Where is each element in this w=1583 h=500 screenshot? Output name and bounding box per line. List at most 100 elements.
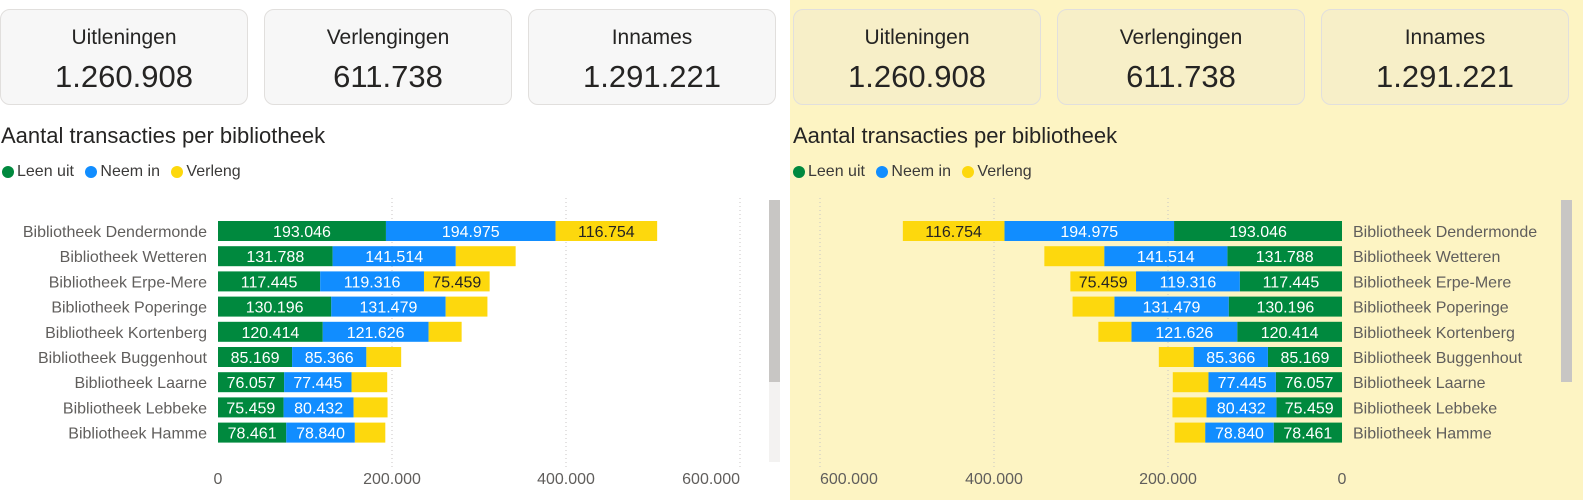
kpi-label: Verlengingen xyxy=(1119,26,1243,49)
bar-segment-verleng xyxy=(445,296,488,317)
category-label: Bibliotheek Poperinge xyxy=(51,300,207,317)
bar-segment-leen-uit xyxy=(218,221,386,241)
bar-segment-verleng xyxy=(1070,271,1137,292)
bar-segment-neem-in xyxy=(1114,296,1229,317)
bar-data-label: 76.057 xyxy=(227,375,276,392)
bar-data-label: 141.514 xyxy=(365,249,423,266)
kpi-card-verlengingen[interactable]: Verlengingen 611.738 xyxy=(264,9,512,105)
legend-item-neem-in[interactable]: Neem in xyxy=(876,163,951,181)
bar-data-label: 85.169 xyxy=(231,350,280,367)
bar-data-label: 80.432 xyxy=(294,400,343,417)
legend-item-verleng[interactable]: Verleng xyxy=(171,163,241,181)
axis-tick-label: 600.000 xyxy=(820,471,878,488)
legend-label: Leen uit xyxy=(17,163,74,180)
bar-segment-leen-uit xyxy=(218,271,321,292)
category-label: Bibliotheek Buggenhout xyxy=(38,350,208,367)
axis-tick-label: 400.000 xyxy=(537,471,595,488)
legend-dot-icon xyxy=(876,166,889,178)
kpi-label: Innames xyxy=(1404,26,1486,49)
bar-data-label: 78.840 xyxy=(1215,426,1264,443)
bar-segment-neem-in xyxy=(1205,422,1274,443)
category-label: Bibliotheek Hamme xyxy=(68,426,207,443)
legend-label: Neem in xyxy=(891,163,951,180)
bar-segment-verleng xyxy=(353,397,388,418)
bar-data-label: 75.459 xyxy=(432,274,481,291)
bar-data-label: 78.461 xyxy=(1283,426,1332,443)
legend-label: Verleng xyxy=(977,163,1032,180)
bar-segment-verleng xyxy=(555,221,658,241)
bar-segment-neem-in xyxy=(1136,271,1240,292)
bar-segment-verleng xyxy=(351,372,388,393)
bar-segment-neem-in xyxy=(286,422,355,443)
axis-tick-label: 0 xyxy=(214,471,223,488)
legend-label: Leen uit xyxy=(808,163,865,180)
legend-item-neem-in[interactable]: Neem in xyxy=(85,163,160,181)
bar-data-label: 130.196 xyxy=(1256,300,1314,317)
bar-data-label: 119.316 xyxy=(1160,274,1217,291)
bar-segment-verleng xyxy=(366,347,402,367)
bar-segment-verleng xyxy=(455,246,516,267)
bar-data-label: 117.445 xyxy=(1263,274,1320,291)
bar-data-label: 141.514 xyxy=(1137,249,1195,266)
bar-segment-leen-uit xyxy=(1227,246,1342,267)
bar-segment-verleng xyxy=(1072,296,1115,317)
bar-data-label: 75.459 xyxy=(1079,274,1128,291)
bar-segment-leen-uit xyxy=(218,347,293,367)
bar-data-label: 85.169 xyxy=(1280,350,1329,367)
kpi-value: 1.260.908 xyxy=(848,59,986,94)
category-label: Bibliotheek Erpe-Mere xyxy=(1353,274,1511,291)
bar-segment-leen-uit xyxy=(218,372,285,393)
bar-segment-leen-uit xyxy=(1273,422,1342,443)
bar-segment-neem-in xyxy=(320,271,424,292)
bar-data-label: 193.046 xyxy=(273,224,331,241)
bar-segment-leen-uit xyxy=(1276,397,1342,418)
legend-item-verleng[interactable]: Verleng xyxy=(962,163,1032,181)
legend-item-leen-uit[interactable]: Leen uit xyxy=(2,163,74,181)
category-label: Bibliotheek Lebbeke xyxy=(1353,400,1497,417)
bar-data-label: 131.479 xyxy=(1143,300,1201,317)
bar-data-label: 116.754 xyxy=(925,224,982,241)
bar-segment-verleng xyxy=(902,221,1005,241)
chart-title: Aantal transacties per bibliotheek xyxy=(1,123,326,148)
kpi-label: Uitleningen xyxy=(864,26,970,49)
category-label: Bibliotheek Hamme xyxy=(1353,426,1492,443)
chart-scrollbar-thumb[interactable] xyxy=(1561,200,1572,382)
bar-segment-leen-uit xyxy=(1275,372,1342,393)
legend-item-leen-uit[interactable]: Leen uit xyxy=(793,163,865,181)
bar-segment-neem-in xyxy=(292,347,367,367)
axis-tick-label: 600.000 xyxy=(682,471,740,488)
category-label: Bibliotheek Buggenhout xyxy=(1353,350,1523,367)
kpi-card-verlengingen[interactable]: Verlengingen 611.738 xyxy=(1057,9,1305,105)
bar-segment-verleng xyxy=(423,271,490,292)
kpi-card-uitleningen[interactable]: Uitleningen 1.260.908 xyxy=(0,9,248,105)
bar-segment-verleng xyxy=(1098,321,1132,342)
bar-data-label: 130.196 xyxy=(246,300,304,317)
category-label: Bibliotheek Poperinge xyxy=(1353,300,1509,317)
bar-segment-neem-in xyxy=(1193,347,1268,367)
bar-segment-neem-in xyxy=(322,321,429,342)
stacked-bar-chart-right: 600.000 400.000 200.000 0 193.046 194.975 116.… xyxy=(819,198,1537,488)
kpi-value: 1.291.221 xyxy=(1376,59,1514,94)
bar-data-label: 120.414 xyxy=(241,325,299,342)
bar-segment-neem-in xyxy=(332,246,456,267)
kpi-card-innames[interactable]: Innames 1.291.221 xyxy=(528,9,776,105)
bar-data-label: 76.057 xyxy=(1284,375,1333,392)
bar-segment-leen-uit xyxy=(218,397,284,418)
bar-data-label: 75.459 xyxy=(1285,400,1334,417)
axis-tick-label: 400.000 xyxy=(965,471,1023,488)
bar-segment-neem-in xyxy=(284,372,352,393)
bar-segment-leen-uit xyxy=(1237,321,1342,342)
bar-data-label: 117.445 xyxy=(241,274,298,291)
bar-data-label: 121.626 xyxy=(1155,325,1213,342)
chart-scrollbar-thumb[interactable] xyxy=(769,200,780,382)
kpi-card-uitleningen[interactable]: Uitleningen 1.260.908 xyxy=(793,9,1041,105)
bar-segment-leen-uit xyxy=(1239,271,1342,292)
legend-label: Verleng xyxy=(186,163,241,180)
bar-segment-neem-in xyxy=(1004,221,1175,241)
kpi-card-innames[interactable]: Innames 1.291.221 xyxy=(1321,9,1569,105)
bar-segment-verleng xyxy=(1158,347,1194,367)
bar-data-label: 131.479 xyxy=(360,300,418,317)
bar-data-label: 85.366 xyxy=(305,350,354,367)
bar-data-label: 80.432 xyxy=(1217,400,1266,417)
category-label: Bibliotheek Dendermonde xyxy=(1353,224,1537,241)
